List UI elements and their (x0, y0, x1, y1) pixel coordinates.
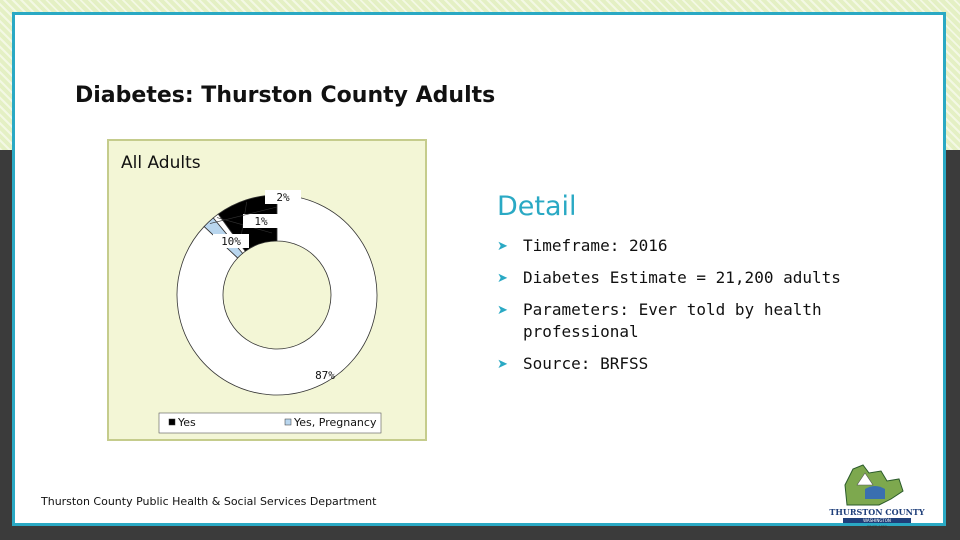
leader-line (209, 206, 278, 224)
donut-chart: All Adults 10% 1% 2% 87% Yes Yes, Pregnancy (107, 139, 427, 441)
bullet-arrow-icon: ➤ (497, 239, 508, 254)
detail-text: Timeframe: 2016 (523, 236, 668, 255)
detail-item: ➤ Parameters: Ever told by health profess… (497, 299, 897, 343)
detail-item: ➤ Diabetes Estimate = 21,200 adults (497, 267, 897, 289)
detail-text: Source: BRFSS (523, 354, 649, 373)
data-label: 2% (276, 191, 290, 204)
donut-slice (176, 194, 378, 396)
water-shape (865, 486, 885, 499)
legend-label: Yes, Pregnancy (293, 416, 377, 429)
detail-text: Parameters: Ever told by health professi… (523, 300, 822, 341)
legend-swatch (284, 418, 292, 426)
data-label: 1% (254, 215, 268, 228)
detail-list: ➤ Timeframe: 2016 ➤ Diabetes Estimate = 21… (497, 235, 897, 385)
bullet-arrow-icon: ➤ (497, 303, 508, 318)
bullet-arrow-icon: ➤ (497, 271, 508, 286)
detail-item: ➤ Source: BRFSS (497, 353, 897, 375)
detail-item: ➤ Timeframe: 2016 (497, 235, 897, 257)
slide-title: Diabetes: Thurston County Adults (75, 83, 496, 108)
data-label-bg (265, 190, 301, 204)
data-label: 87% (315, 369, 335, 382)
footer-text: Thurston County Public Health & Social S… (41, 495, 377, 508)
legend-label: Yes (177, 416, 196, 429)
legend-swatch (168, 418, 176, 426)
logo-since: SINCE 1852 (867, 525, 888, 529)
detail-text: Diabetes Estimate = 21,200 adults (523, 268, 841, 287)
county-logo: THURSTON COUNTY WASHINGTON SINCE 1852 (829, 464, 925, 529)
logo-banner (843, 518, 911, 523)
mountain-peak (856, 472, 874, 486)
logo-name: THURSTON COUNTY (829, 507, 925, 517)
bullet-arrow-icon: ➤ (497, 357, 508, 372)
slide: Diabetes: Thurston County Adults All Adu… (12, 12, 946, 529)
data-label-bg (213, 234, 249, 248)
chart-canvas: 10% 1% 2% 87% Yes Yes, Pregnancy (158, 190, 382, 434)
chart-title: All Adults (121, 153, 201, 173)
data-label-bg (243, 214, 279, 228)
legend-box (158, 412, 382, 434)
logo-subtitle: WASHINGTON (863, 518, 891, 523)
detail-heading: Detail (497, 191, 577, 222)
county-map-shape (844, 464, 904, 506)
data-label: 10% (221, 235, 241, 248)
